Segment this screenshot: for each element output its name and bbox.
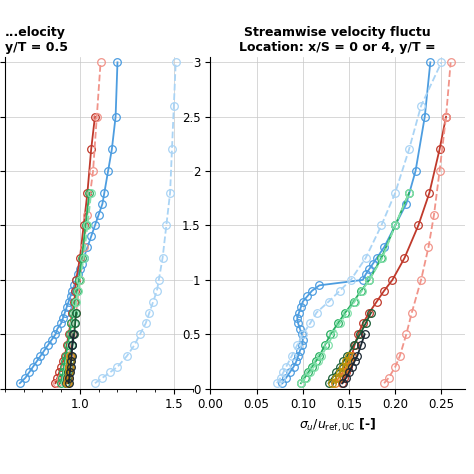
Title: Streamwise velocity fluctu
Location: x/S = 0 or 4, y/T =: Streamwise velocity fluctu Location: x/S… [239, 27, 436, 55]
X-axis label: $\sigma_u/u_{\rm ref,UC}$ [-]: $\sigma_u/u_{\rm ref,UC}$ [-] [299, 417, 376, 434]
Text: ...elocity
y/T = 0.5: ...elocity y/T = 0.5 [5, 27, 68, 55]
